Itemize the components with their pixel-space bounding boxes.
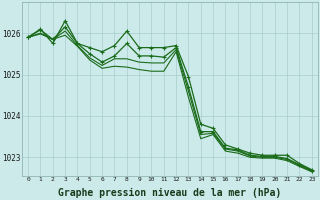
X-axis label: Graphe pression niveau de la mer (hPa): Graphe pression niveau de la mer (hPa) [58, 188, 282, 198]
